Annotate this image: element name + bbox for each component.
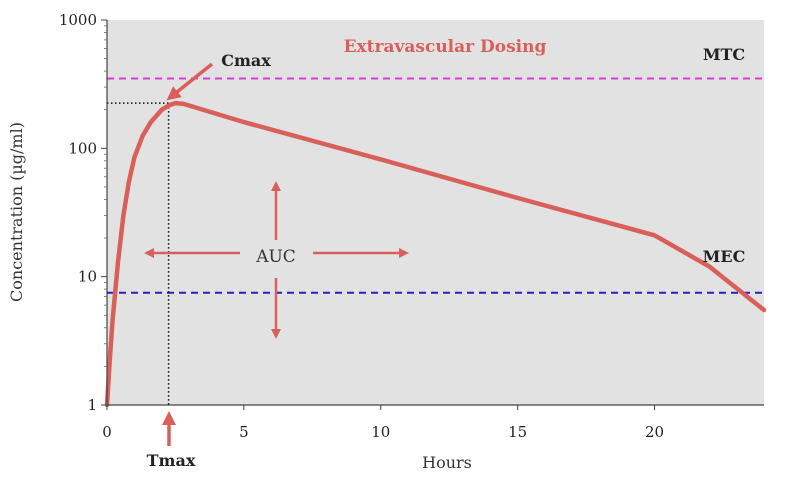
y-tick-label: 10 xyxy=(78,268,97,286)
plot-area xyxy=(107,20,764,405)
y-tick-label: 100 xyxy=(68,139,97,157)
x-tick-label: 15 xyxy=(508,423,527,441)
x-axis-title: Hours xyxy=(422,453,472,472)
y-tick-label: 1000 xyxy=(59,11,97,29)
tmax-label: Tmax xyxy=(147,451,196,470)
chart-title: Extravascular Dosing xyxy=(344,37,547,57)
reference-lines xyxy=(107,77,764,294)
auc-arrows xyxy=(144,181,409,339)
x-tick-label: 5 xyxy=(239,423,249,441)
mtc-label: MTC xyxy=(703,45,745,64)
cmax-label: Cmax xyxy=(221,51,271,70)
x-tick-label: 10 xyxy=(371,423,390,441)
series-concentration-curve xyxy=(104,100,767,408)
x-tick-label: 20 xyxy=(645,423,664,441)
mec-label: MEC xyxy=(703,247,746,266)
x-tick-label: 0 xyxy=(102,423,112,441)
cmax-arrow xyxy=(166,62,214,101)
y-axis-title: Concentration (µg/ml) xyxy=(7,122,26,302)
auc-label: AUC xyxy=(255,247,296,267)
y-axis-ticks: 1 10 100 1000 xyxy=(59,11,107,414)
x-axis-ticks: 0 5 10 15 20 xyxy=(102,405,664,441)
y-tick-label: 1 xyxy=(87,396,97,414)
